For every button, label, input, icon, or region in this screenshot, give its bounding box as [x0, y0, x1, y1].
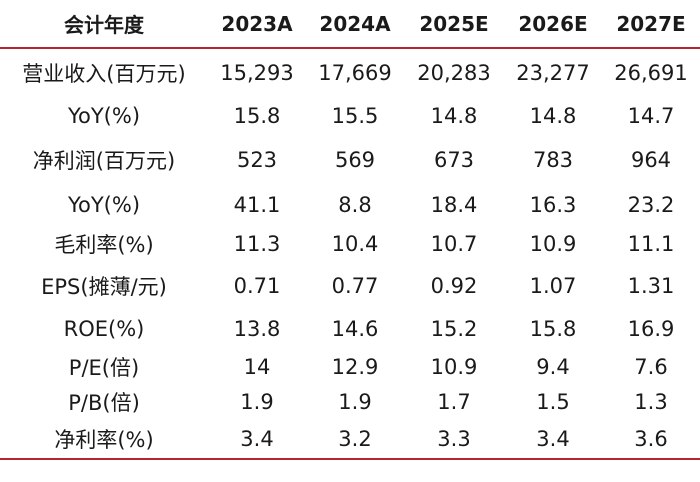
- header-row: 会计年度 2023A 2024A 2025E 2026E 2027E: [0, 0, 700, 48]
- row-label: P/B(倍): [68, 391, 140, 415]
- header-cell-2027e: 2027E: [616, 11, 686, 36]
- table-row: YoY(%) 15.8 15.5 14.8 14.8 14.7: [0, 96, 700, 136]
- table-cell: 10.9: [430, 354, 478, 379]
- table-row: ROE(%) 13.8 14.6 15.2 15.8 16.9: [0, 308, 700, 349]
- table-cell: 7.6: [634, 354, 668, 379]
- table-cell: 10.7: [430, 232, 478, 256]
- table-row: 毛利率(%) 11.3 10.4 10.7 10.9 11.1: [0, 225, 700, 263]
- table-cell: 10.4: [331, 232, 379, 256]
- table-row: P/B(倍) 1.9 1.9 1.7 1.5 1.3: [0, 384, 700, 420]
- row-label: YoY(%): [67, 192, 141, 217]
- table-cell: 11.3: [233, 232, 281, 256]
- table-cell: 20,283: [417, 60, 491, 85]
- table-cell: 14.7: [627, 104, 675, 128]
- table-row: 净利率(%) 3.4 3.2 3.3 3.4 3.6: [0, 420, 700, 459]
- table-cell: 0.77: [331, 273, 379, 298]
- row-label: ROE(%): [63, 316, 145, 341]
- table-cell: 15.5: [331, 104, 379, 128]
- table-cell: 1.7: [437, 390, 471, 414]
- header-cell-2024a: 2024A: [319, 11, 391, 36]
- table-cell: 13.8: [233, 316, 281, 341]
- table-cell: 1.5: [536, 390, 570, 414]
- table-cell: 16.3: [529, 192, 577, 217]
- table-cell: 18.4: [430, 192, 478, 217]
- table-cell: 0.92: [430, 273, 478, 298]
- table-cell: 3.3: [437, 427, 471, 451]
- table-cell: 17,669: [318, 60, 392, 85]
- table-cell: 12.9: [331, 354, 379, 379]
- table-row: YoY(%) 41.1 8.8 18.4 16.3 23.2: [0, 184, 700, 225]
- header-cell-2023a: 2023A: [221, 11, 293, 36]
- table-row: EPS(摊薄/元) 0.71 0.77 0.92 1.07 1.31: [0, 263, 700, 308]
- row-label: 毛利率(%): [54, 233, 154, 257]
- table-cell: 3.4: [536, 427, 570, 451]
- row-label: YoY(%): [67, 104, 141, 128]
- table-cell: 15.2: [430, 316, 478, 341]
- table-body: 营业收入(百万元) 15,293 17,669 20,283 23,277 26,691 Y…: [0, 48, 700, 459]
- row-label: EPS(摊薄/元): [41, 274, 167, 299]
- header-cell-2026e: 2026E: [518, 11, 588, 36]
- table-cell: 1.9: [240, 390, 274, 414]
- table-cell: 3.6: [634, 427, 668, 451]
- table-cell: 783: [532, 148, 574, 172]
- table-cell: 1.31: [627, 273, 675, 298]
- row-label: P/E(倍): [68, 355, 140, 380]
- table-cell: 3.2: [338, 427, 372, 451]
- table-cell: 15.8: [529, 316, 577, 341]
- table-cell: 14.8: [529, 104, 577, 128]
- table-cell: 0.71: [233, 273, 281, 298]
- row-label: 营业收入(百万元): [22, 61, 186, 86]
- header-cell-2025e: 2025E: [419, 11, 489, 36]
- table-cell: 11.1: [627, 232, 675, 256]
- table-cell: 14: [243, 354, 271, 379]
- table-cell: 673: [433, 148, 475, 172]
- table-cell: 26,691: [614, 60, 688, 85]
- table-cell: 16.9: [627, 316, 675, 341]
- table-cell: 3.4: [240, 427, 274, 451]
- table-cell: 9.4: [536, 354, 570, 379]
- table-row: 营业收入(百万元) 15,293 17,669 20,283 23,277 26,691: [0, 48, 700, 96]
- table-cell: 964: [630, 148, 672, 172]
- table-cell: 15,293: [220, 60, 294, 85]
- table-cell: 10.9: [529, 232, 577, 256]
- header-cell-label: 会计年度: [64, 13, 144, 37]
- table-cell: 1.3: [634, 390, 668, 414]
- table-cell: 1.07: [529, 273, 577, 298]
- table-cell: 41.1: [233, 192, 281, 217]
- table-row: 净利润(百万元) 523 569 673 783 964: [0, 136, 700, 184]
- table-cell: 1.9: [338, 390, 372, 414]
- row-label: 净利率(%): [54, 428, 154, 452]
- table-cell: 523: [236, 148, 278, 172]
- table-cell: 23,277: [516, 60, 590, 85]
- table-cell: 23.2: [627, 192, 675, 217]
- table-row: P/E(倍) 14 12.9 10.9 9.4 7.6: [0, 349, 700, 384]
- table-cell: 569: [334, 148, 376, 172]
- row-label: 净利润(百万元): [32, 149, 176, 173]
- table-cell: 14.8: [430, 104, 478, 128]
- table-cell: 8.8: [338, 192, 372, 217]
- table-cell: 15.8: [233, 104, 281, 128]
- financial-forecast-table: 会计年度 2023A 2024A 2025E 2026E 2027E 营业收入(…: [0, 0, 700, 459]
- table-cell: 14.6: [331, 316, 379, 341]
